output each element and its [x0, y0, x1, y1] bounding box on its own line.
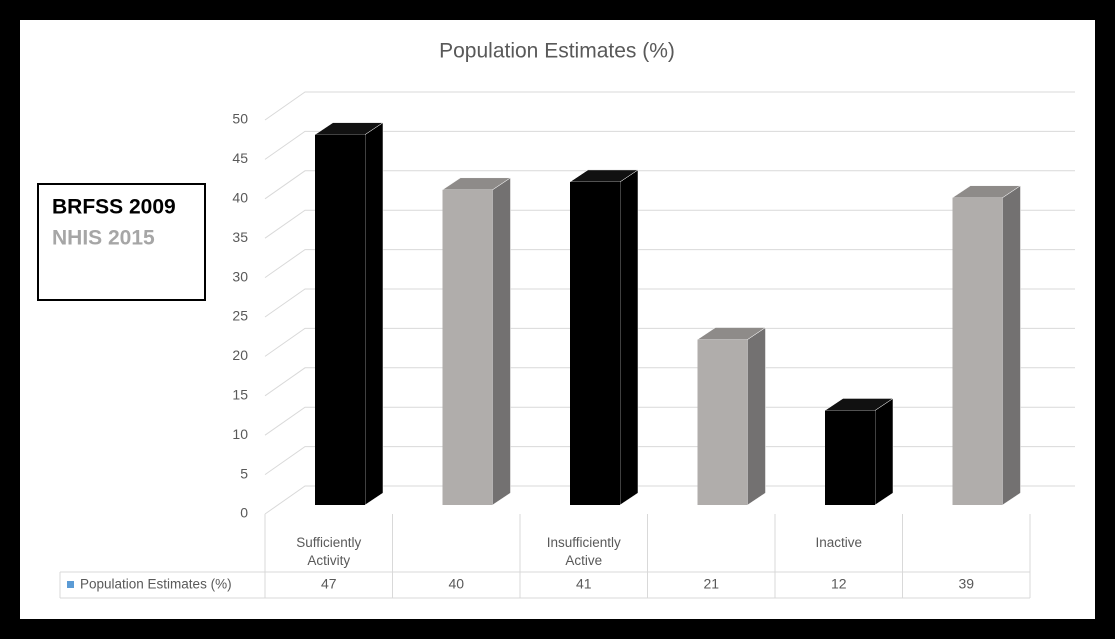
- bar-front: [442, 189, 493, 506]
- x-tick-label: Insufficiently Active: [546, 535, 621, 568]
- table-value: 41: [576, 576, 592, 592]
- table-value: 21: [703, 576, 719, 592]
- grid-line: [264, 209, 1075, 239]
- chart-title: Population Estimates (%): [439, 40, 675, 63]
- bar-front: [315, 134, 365, 505]
- y-tick-label: 25: [232, 308, 248, 324]
- annotation: NHIS 2015: [52, 227, 155, 250]
- grid-line: [264, 249, 1075, 279]
- grid-line: [264, 485, 1075, 515]
- grid-line: [264, 446, 1075, 476]
- table-value: 39: [958, 576, 974, 592]
- bar-side: [492, 177, 511, 506]
- table-value: 47: [321, 576, 337, 592]
- y-tick-label: 50: [232, 111, 248, 127]
- bar-side: [874, 397, 894, 506]
- grid-line: [264, 327, 1075, 357]
- bar-side: [1002, 185, 1021, 506]
- bar: [441, 177, 512, 506]
- x-tick-label: Sufficiently Activity: [296, 535, 362, 568]
- grid-line: [264, 130, 1075, 160]
- bar: [314, 122, 384, 506]
- bar-front: [697, 339, 748, 505]
- legend-marker: [67, 581, 74, 588]
- grid-line: [264, 170, 1075, 200]
- y-tick-label: 0: [240, 505, 248, 521]
- table-value: 40: [448, 576, 464, 592]
- grid-line: [264, 367, 1075, 397]
- grid-line: [264, 91, 1075, 121]
- bar: [824, 397, 894, 506]
- x-tick-label: Inactive: [815, 535, 863, 550]
- bar-side: [619, 169, 639, 506]
- y-tick-label: 45: [232, 150, 248, 166]
- legend-label: Population Estimates (%): [80, 577, 232, 592]
- bar: [569, 169, 639, 506]
- bar-front: [570, 181, 620, 506]
- y-tick-label: 15: [232, 387, 248, 403]
- bar-side: [364, 122, 384, 506]
- bar: [696, 327, 767, 506]
- grid-line: [264, 288, 1075, 318]
- bar-front: [825, 410, 875, 505]
- y-tick-label: 30: [232, 268, 248, 284]
- grid-line: [264, 406, 1075, 436]
- y-tick-label: 10: [232, 426, 248, 442]
- y-tick-label: 5: [240, 465, 248, 481]
- y-tick-label: 40: [232, 190, 248, 206]
- bar-side: [747, 327, 766, 506]
- annotation: BRFSS 2009: [52, 196, 176, 219]
- y-tick-label: 35: [232, 229, 248, 245]
- table-value: 12: [831, 576, 847, 592]
- y-tick-label: 20: [232, 347, 248, 363]
- bar-front: [952, 197, 1003, 505]
- bar: [951, 185, 1022, 506]
- legend-box: [37, 183, 206, 301]
